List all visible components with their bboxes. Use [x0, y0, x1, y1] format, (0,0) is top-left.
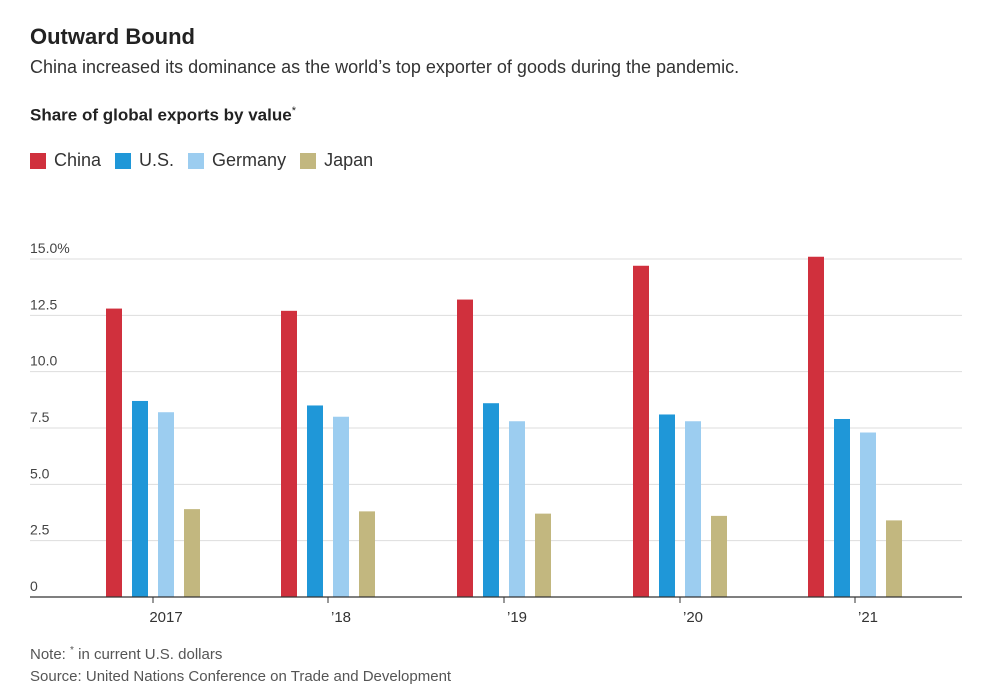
note-asterisk: * [70, 645, 74, 656]
x-tick-label: 2017 [149, 609, 182, 626]
bar [711, 515, 727, 597]
note-prefix: Note: [30, 646, 66, 663]
bar-chart: 0 2.5 5.0 7.5 10.0 12.5 15.0% 2017 ’18 ’19 ’20 ’21 [30, 240, 962, 626]
x-tick-label: ’20 [683, 609, 703, 626]
legend-swatch-germany [188, 152, 205, 169]
y-tick-label: 10.0 [30, 353, 57, 369]
legend-item-japan: Japan [300, 150, 373, 171]
y-tick-label: 2.5 [30, 522, 50, 538]
bar [860, 432, 876, 597]
bar [834, 418, 850, 597]
bar [808, 256, 824, 597]
y-tick-label: 15.0% [30, 240, 70, 256]
bar [184, 509, 200, 597]
x-tick-label: ’19 [507, 609, 527, 626]
bar [886, 520, 902, 597]
chart-subtitle: China increased its dominance as the wor… [30, 57, 740, 77]
legend-item-china: China [30, 150, 101, 171]
bar [535, 513, 551, 597]
source: Source: United Nations Conference on Tra… [30, 668, 452, 685]
y-tick-label: 0 [30, 578, 38, 594]
bar [307, 405, 323, 597]
bar [633, 265, 649, 597]
bar [132, 400, 148, 597]
bar [158, 412, 174, 597]
measure-label-text: Share of global exports by value [30, 105, 292, 125]
bar [457, 299, 473, 597]
legend: China U.S. Germany Japan [30, 150, 387, 171]
legend-label-germany: Germany [212, 150, 287, 170]
bar [333, 416, 349, 597]
note-text: in current U.S. dollars [73, 646, 223, 663]
bar [359, 511, 375, 597]
legend-label-us: U.S. [139, 150, 175, 170]
bar [281, 310, 297, 597]
bar [509, 421, 525, 597]
legend-swatch-china [30, 152, 46, 169]
legend-item-germany: Germany [188, 150, 286, 171]
bar [106, 308, 122, 597]
legend-swatch-us [115, 152, 132, 169]
bar [685, 421, 701, 597]
legend-label-japan: Japan [324, 150, 374, 170]
bar [659, 414, 675, 597]
legend-item-us: U.S. [115, 150, 174, 171]
x-tick-label: ’21 [858, 609, 878, 626]
legend-label-china: China [54, 150, 102, 170]
measure-asterisk: * [291, 105, 296, 117]
measure-label: Share of global exports by value* [30, 105, 296, 126]
chart-title: Outward Bound [30, 24, 195, 49]
y-tick-label: 12.5 [30, 296, 57, 312]
x-tick-label: ’18 [331, 609, 351, 626]
y-tick-label: 5.0 [30, 465, 50, 481]
bar [483, 403, 499, 597]
legend-swatch-japan [300, 152, 317, 169]
y-tick-label: 7.5 [30, 409, 50, 425]
note: Note: * in current U.S. dollars [30, 645, 222, 663]
